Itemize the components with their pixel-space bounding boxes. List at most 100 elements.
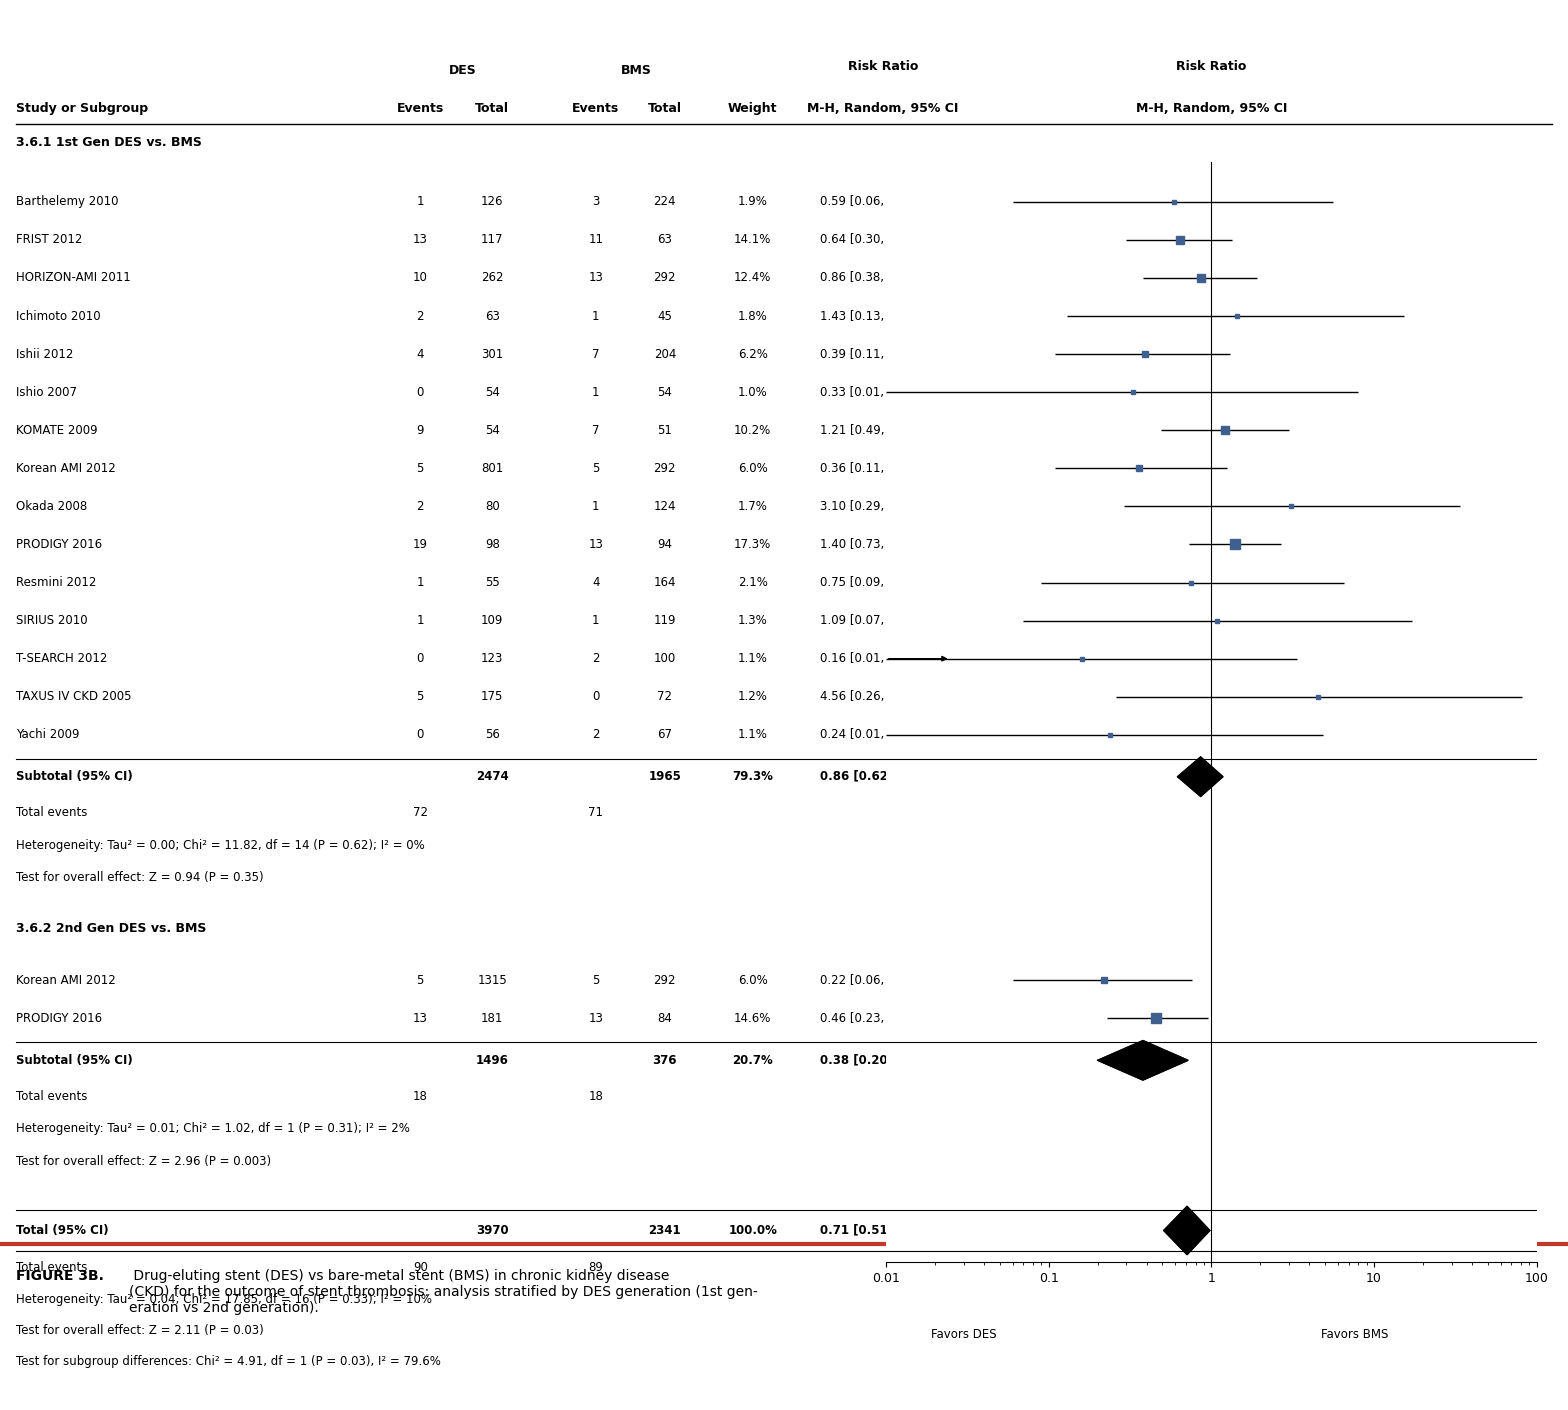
Text: Korean AMI 2012: Korean AMI 2012 <box>16 974 116 987</box>
Text: PRODIGY 2016: PRODIGY 2016 <box>16 1012 102 1025</box>
Text: 0: 0 <box>417 729 423 742</box>
Text: 54: 54 <box>485 424 500 437</box>
Text: T-SEARCH 2012: T-SEARCH 2012 <box>16 653 107 666</box>
Text: Barthelemy 2010: Barthelemy 2010 <box>16 196 118 209</box>
Text: 0.39 [0.11, 1.31]: 0.39 [0.11, 1.31] <box>820 348 919 361</box>
Text: Events: Events <box>572 102 619 116</box>
Text: 262: 262 <box>481 272 503 285</box>
Text: 119: 119 <box>654 615 676 627</box>
Text: 2: 2 <box>593 653 599 666</box>
Text: 126: 126 <box>481 196 503 209</box>
Text: 301: 301 <box>481 348 503 361</box>
Text: 0.22 [0.06, 0.76]: 0.22 [0.06, 0.76] <box>820 974 919 987</box>
Text: 11: 11 <box>588 234 604 247</box>
Text: 109: 109 <box>481 615 503 627</box>
Text: 54: 54 <box>657 386 673 399</box>
Text: Subtotal (95% CI): Subtotal (95% CI) <box>16 1053 132 1067</box>
Text: 80: 80 <box>485 501 500 513</box>
Text: M-H, Random, 95% CI: M-H, Random, 95% CI <box>1135 102 1287 116</box>
Text: 2341: 2341 <box>649 1224 681 1237</box>
Text: 1.1%: 1.1% <box>737 653 768 666</box>
Text: 13: 13 <box>588 1012 604 1025</box>
Text: 1496: 1496 <box>477 1053 508 1067</box>
Text: 89: 89 <box>588 1262 604 1275</box>
Text: 1315: 1315 <box>478 974 506 987</box>
Text: 17.3%: 17.3% <box>734 539 771 551</box>
Polygon shape <box>1178 757 1223 797</box>
Text: 1965: 1965 <box>649 770 681 783</box>
Text: 13: 13 <box>412 1012 428 1025</box>
Text: 54: 54 <box>485 386 500 399</box>
Text: Ichimoto 2010: Ichimoto 2010 <box>16 310 100 323</box>
Text: 1: 1 <box>417 196 423 209</box>
Text: 5: 5 <box>593 974 599 987</box>
Text: 181: 181 <box>481 1012 503 1025</box>
Text: 1.2%: 1.2% <box>737 691 768 704</box>
Text: 2: 2 <box>593 729 599 742</box>
Text: 117: 117 <box>481 234 503 247</box>
Text: 100.0%: 100.0% <box>728 1224 778 1237</box>
Text: 14.6%: 14.6% <box>734 1012 771 1025</box>
Text: Test for subgroup differences: Chi² = 4.91, df = 1 (P = 0.03), I² = 79.6%: Test for subgroup differences: Chi² = 4.… <box>16 1355 441 1368</box>
Text: 98: 98 <box>485 539 500 551</box>
Text: 2: 2 <box>417 501 423 513</box>
Text: 0: 0 <box>417 386 423 399</box>
Text: 3.10 [0.29, 33.63]: 3.10 [0.29, 33.63] <box>820 501 927 513</box>
Text: 124: 124 <box>654 501 676 513</box>
Text: 55: 55 <box>485 577 500 589</box>
Text: 13: 13 <box>588 272 604 285</box>
Text: 0.46 [0.23, 0.96]: 0.46 [0.23, 0.96] <box>820 1012 919 1025</box>
Text: 100: 100 <box>654 653 676 666</box>
Text: 56: 56 <box>485 729 500 742</box>
Text: 0.86 [0.62, 1.18]: 0.86 [0.62, 1.18] <box>820 770 931 783</box>
Text: 292: 292 <box>654 974 676 987</box>
Text: 45: 45 <box>657 310 673 323</box>
Text: 1: 1 <box>593 386 599 399</box>
Text: 5: 5 <box>417 462 423 475</box>
Text: 63: 63 <box>485 310 500 323</box>
Text: 6.2%: 6.2% <box>737 348 768 361</box>
Text: 90: 90 <box>412 1262 428 1275</box>
Text: 12.4%: 12.4% <box>734 272 771 285</box>
Text: 6.0%: 6.0% <box>739 462 767 475</box>
Text: FIGURE 3B.: FIGURE 3B. <box>16 1269 103 1283</box>
Text: 19: 19 <box>412 539 428 551</box>
Text: 175: 175 <box>481 691 503 704</box>
Text: 164: 164 <box>654 577 676 589</box>
Text: 224: 224 <box>654 196 676 209</box>
Text: 1.7%: 1.7% <box>737 501 768 513</box>
Text: 292: 292 <box>654 272 676 285</box>
Text: BMS: BMS <box>621 63 652 78</box>
Text: 10.2%: 10.2% <box>734 424 771 437</box>
Text: 292: 292 <box>654 462 676 475</box>
Polygon shape <box>1163 1207 1210 1255</box>
Text: Total: Total <box>475 102 510 116</box>
Text: Heterogeneity: Tau² = 0.00; Chi² = 11.82, df = 14 (P = 0.62); I² = 0%: Heterogeneity: Tau² = 0.00; Chi² = 11.82… <box>16 839 425 852</box>
Text: 67: 67 <box>657 729 673 742</box>
Text: 1.43 [0.13, 15.28]: 1.43 [0.13, 15.28] <box>820 310 927 323</box>
Text: 5: 5 <box>417 974 423 987</box>
Text: 2474: 2474 <box>477 770 508 783</box>
Text: 0.75 [0.09, 6.53]: 0.75 [0.09, 6.53] <box>820 577 919 589</box>
Text: Ishii 2012: Ishii 2012 <box>16 348 74 361</box>
Text: 20.7%: 20.7% <box>732 1053 773 1067</box>
Text: 2.1%: 2.1% <box>737 577 768 589</box>
Text: 376: 376 <box>652 1053 677 1067</box>
Text: 0.38 [0.20, 0.72]: 0.38 [0.20, 0.72] <box>820 1053 931 1067</box>
Text: 1: 1 <box>593 501 599 513</box>
Text: 14.1%: 14.1% <box>734 234 771 247</box>
Text: 204: 204 <box>654 348 676 361</box>
Text: KOMATE 2009: KOMATE 2009 <box>16 424 97 437</box>
Text: 4: 4 <box>593 577 599 589</box>
Text: 4.56 [0.26, 81.45]: 4.56 [0.26, 81.45] <box>820 691 927 704</box>
Text: 0: 0 <box>417 653 423 666</box>
Text: 1.8%: 1.8% <box>739 310 767 323</box>
Text: Total events: Total events <box>16 1090 88 1103</box>
Text: FRIST 2012: FRIST 2012 <box>16 234 82 247</box>
Text: Test for overall effect: Z = 2.11 (P = 0.03): Test for overall effect: Z = 2.11 (P = 0… <box>16 1324 263 1337</box>
Text: Yachi 2009: Yachi 2009 <box>16 729 78 742</box>
Text: 0.86 [0.38, 1.92]: 0.86 [0.38, 1.92] <box>820 272 919 285</box>
Text: 0.64 [0.30, 1.34]: 0.64 [0.30, 1.34] <box>820 234 919 247</box>
Text: 3: 3 <box>593 196 599 209</box>
Text: 4: 4 <box>417 348 423 361</box>
